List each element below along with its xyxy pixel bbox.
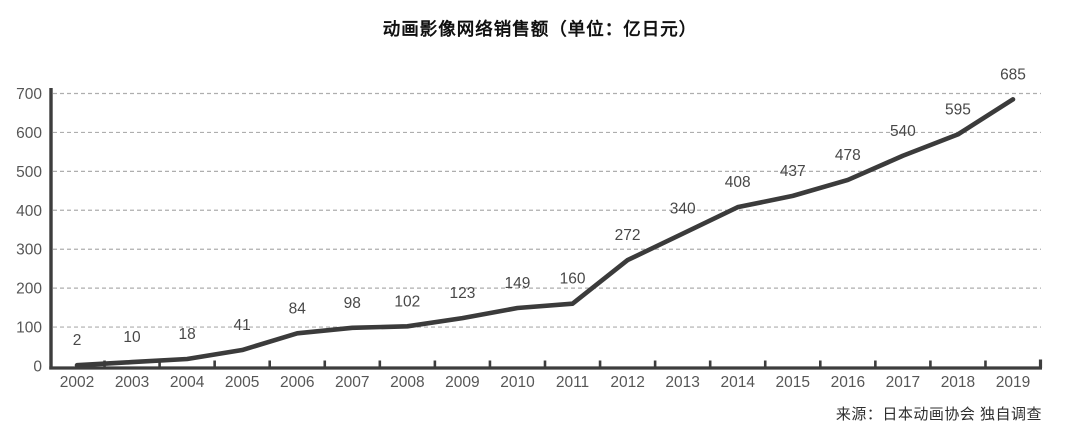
y-axis-tick-label: 400 (16, 203, 42, 220)
data-point-label: 123 (449, 285, 475, 302)
data-point-label: 149 (505, 275, 531, 292)
x-axis-year-label: 2013 (665, 374, 699, 391)
data-point-label: 437 (780, 163, 806, 180)
data-point-label: 408 (725, 174, 751, 191)
data-point-label: 272 (615, 227, 641, 244)
y-axis-tick-label: 600 (16, 125, 42, 142)
data-point-label: 540 (890, 123, 916, 140)
data-point-label: 340 (670, 201, 696, 218)
data-point-label: 160 (560, 271, 586, 288)
data-point-label: 595 (945, 101, 971, 118)
x-axis-year-label: 2008 (390, 374, 424, 391)
data-point-label: 685 (1000, 66, 1026, 83)
x-axis-year-label: 2012 (610, 374, 644, 391)
x-axis-year-label: 2014 (720, 374, 755, 391)
source-note: 来源：日本动画协会 独自调查 (835, 406, 1042, 423)
data-point-label: 2 (73, 332, 82, 349)
x-axis-year-label: 2007 (335, 374, 369, 391)
y-axis-tick-label: 300 (16, 242, 42, 259)
data-point-label: 18 (178, 326, 195, 343)
chart-title: 动画影像网络销售额（单位：亿日元） (382, 19, 698, 39)
y-axis-tick-label: 200 (16, 281, 42, 298)
data-point-label: 98 (344, 295, 361, 312)
x-axis-year-label: 2017 (886, 374, 920, 391)
sales-data-line (74, 97, 1016, 368)
x-axis-year-label: 2005 (225, 374, 259, 391)
x-axis-year-label: 2004 (170, 374, 205, 391)
data-point-label: 41 (234, 317, 251, 334)
y-axis-tick-label: 700 (16, 86, 42, 103)
x-axis-year-label: 2009 (445, 374, 479, 391)
x-axis-year-label: 2015 (776, 374, 810, 391)
data-point-label: 478 (835, 147, 861, 164)
x-axis-year-label: 2010 (500, 374, 535, 391)
y-axis-tick-label: 100 (16, 320, 42, 337)
x-axis-year-label: 2018 (941, 374, 975, 391)
data-point-label: 84 (289, 300, 307, 317)
x-axis-year-label: 2002 (60, 374, 94, 391)
x-axis-year-label: 2019 (996, 374, 1030, 391)
data-point-label: 10 (123, 329, 141, 346)
x-axis-year-label: 2016 (831, 374, 865, 391)
data-point-label: 102 (394, 293, 420, 310)
x-axis-year-label: 2006 (280, 374, 314, 391)
y-axis-tick-label: 0 (33, 359, 42, 376)
x-axis-year-label: 2003 (115, 374, 149, 391)
x-axis-year-label: 2011 (556, 374, 589, 391)
y-axis-tick-label: 500 (16, 164, 42, 181)
